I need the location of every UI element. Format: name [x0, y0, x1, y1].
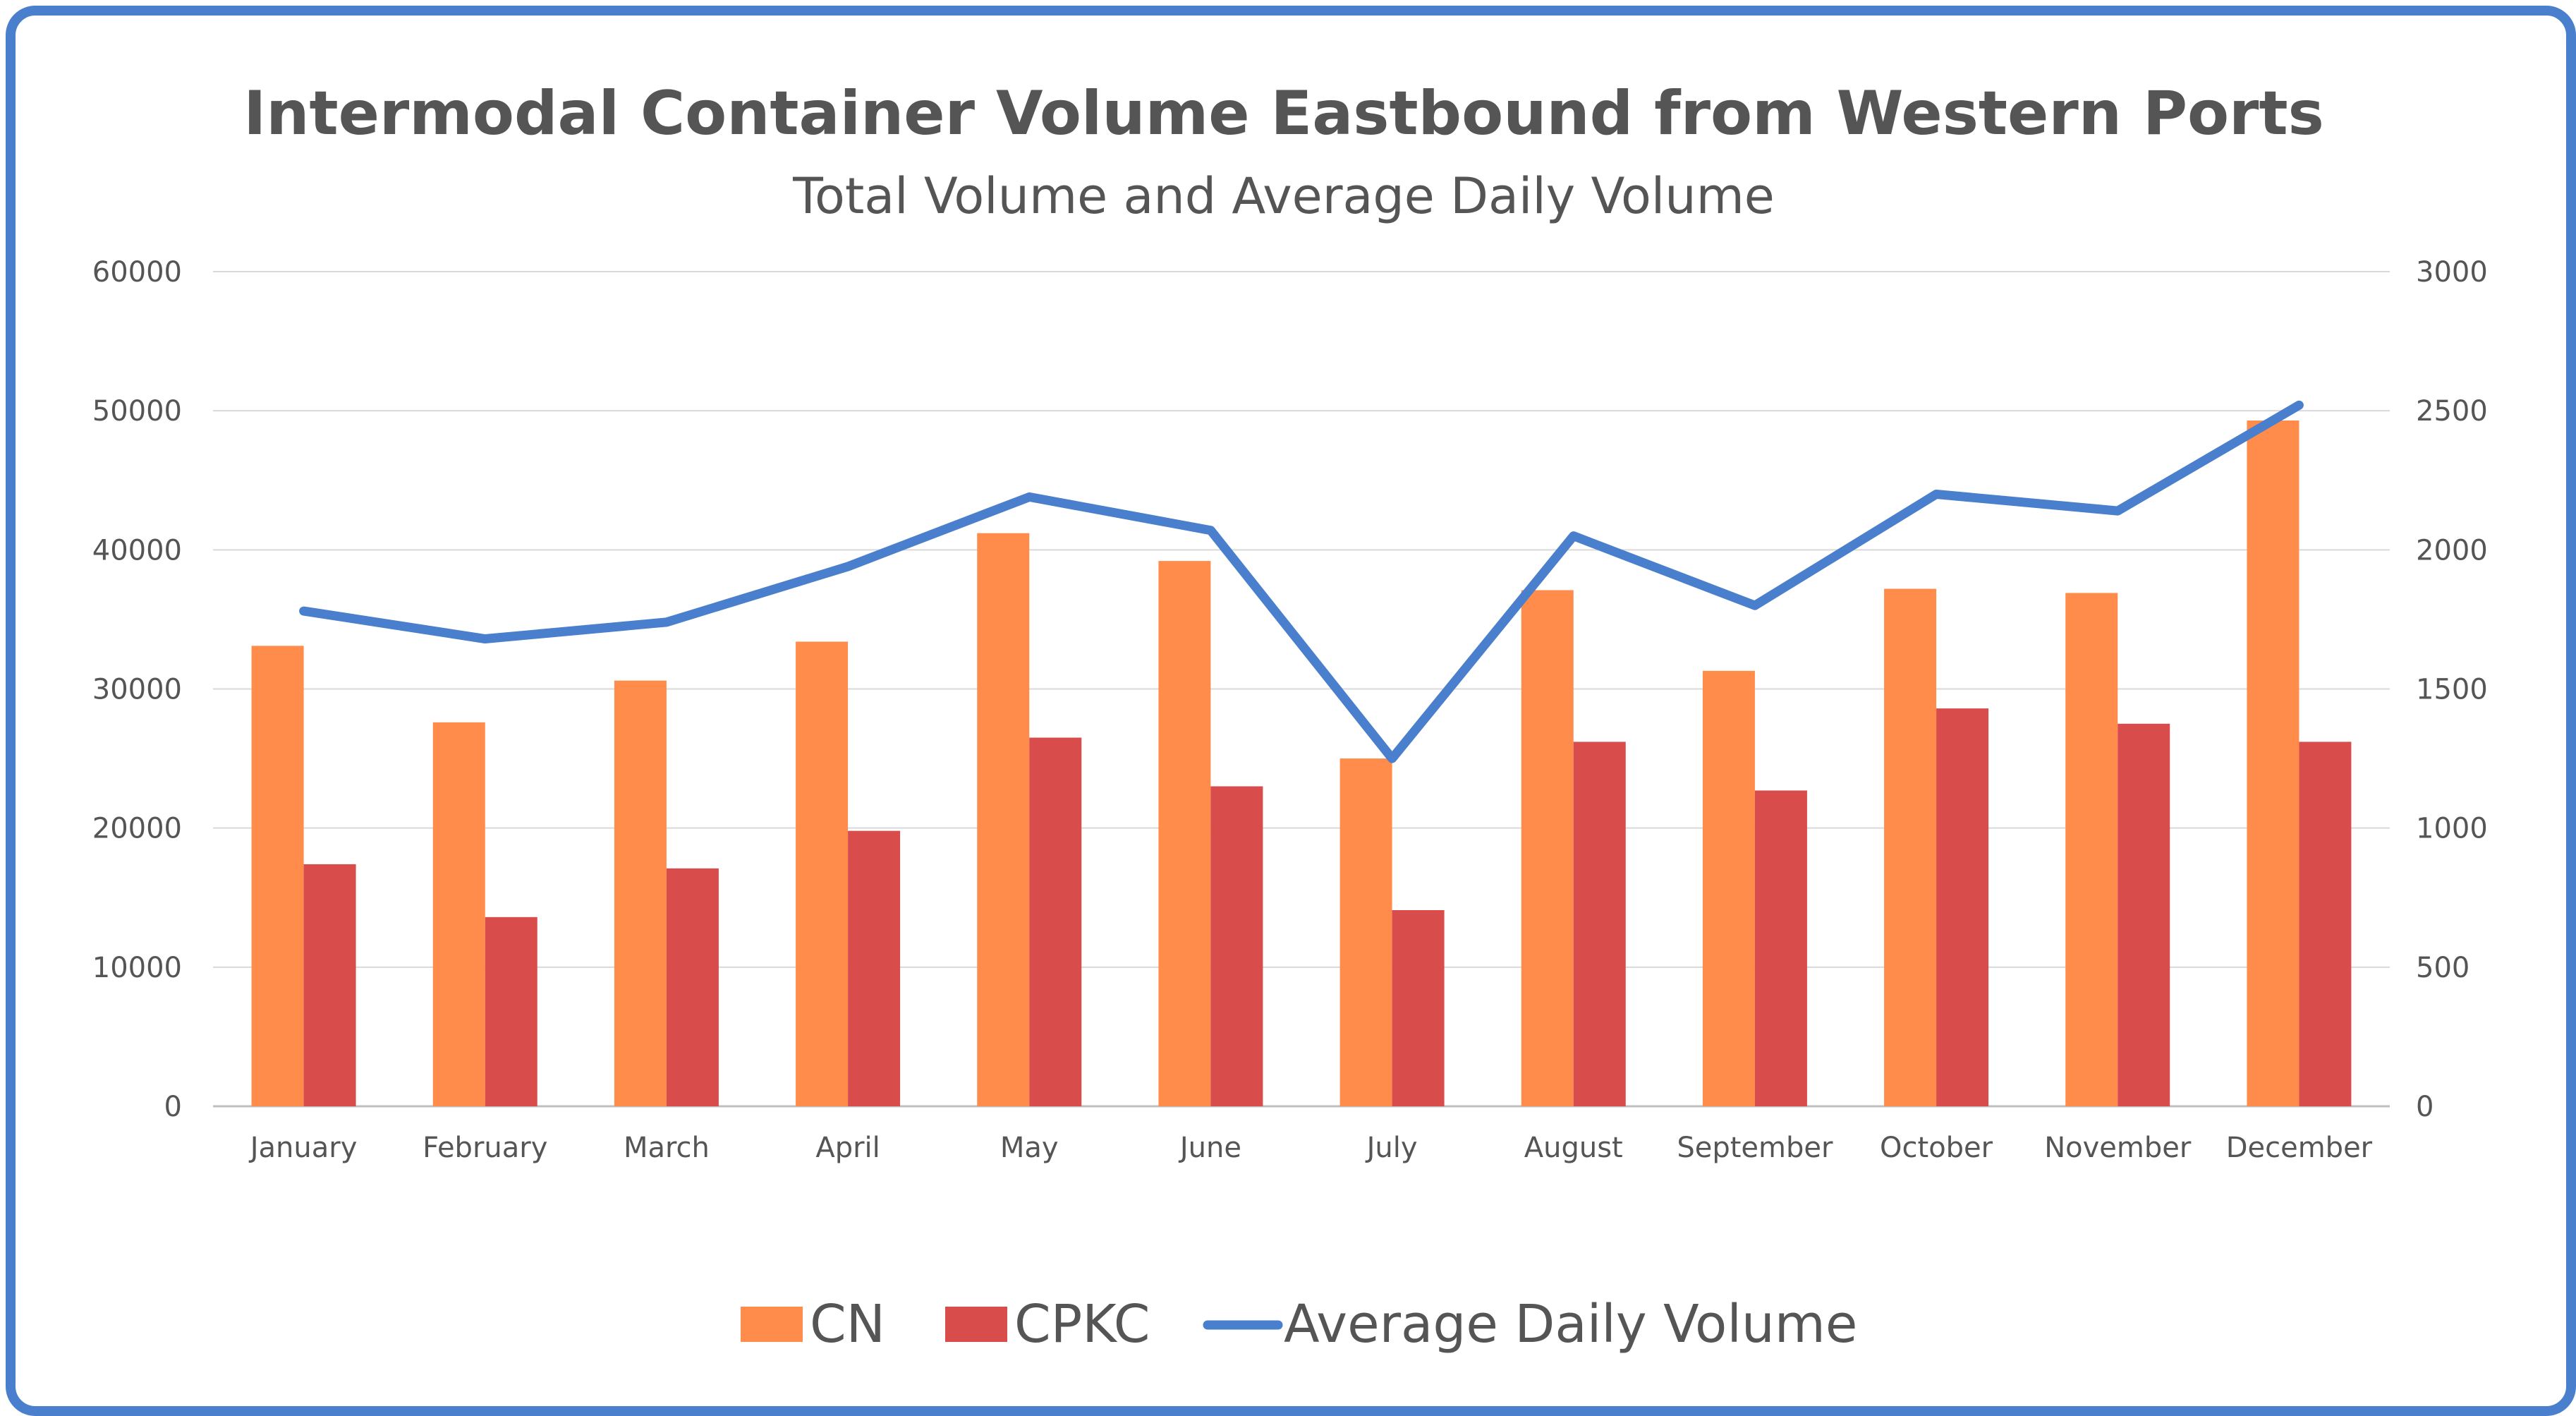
axis-ticks: 0 10000 20000 30000 40000 50000 60000 0 500 1000 1…: [92, 256, 2488, 1164]
y-right-tick-label: 0: [2416, 1091, 2434, 1123]
legend-label: Average Daily Volume: [1284, 1294, 1857, 1355]
bars-group: [251, 420, 2352, 1106]
x-tick-label: November: [2044, 1132, 2192, 1164]
y-right-tick-label: 1000: [2416, 813, 2488, 845]
bar-cpkc: [848, 830, 901, 1106]
legend-label: CPKC: [1014, 1294, 1150, 1355]
bar-cpkc: [1392, 909, 1445, 1106]
bar-cpkc: [1029, 737, 1082, 1106]
x-tick-label: July: [1365, 1132, 1418, 1164]
bar-cn: [1521, 590, 1574, 1106]
bar-cpkc: [1573, 742, 1626, 1106]
bar-cn: [977, 533, 1030, 1106]
bar-cpkc: [1754, 790, 1807, 1106]
bar-cn: [1702, 670, 1755, 1106]
y-left-tick-label: 60000: [92, 256, 182, 289]
bar-cn: [614, 680, 667, 1106]
y-left-tick-label: 30000: [92, 674, 182, 706]
x-tick-label: August: [1524, 1132, 1623, 1164]
bar-cpkc: [1936, 708, 1989, 1106]
legend: CN CPKC Average Daily Volume: [741, 1294, 1857, 1355]
y-left-tick-label: 40000: [92, 534, 182, 567]
bar-cpkc: [666, 868, 719, 1106]
bar-cpkc: [2118, 723, 2170, 1106]
x-tick-label: January: [248, 1132, 358, 1164]
x-tick-label: March: [624, 1132, 710, 1164]
bar-cn: [2247, 420, 2299, 1106]
legend-label: CN: [810, 1294, 885, 1355]
line-average-daily-volume: [299, 400, 2304, 763]
y-left-tick-label: 0: [164, 1091, 182, 1123]
legend-swatch: [741, 1307, 803, 1342]
bar-cpkc: [2299, 742, 2352, 1106]
bar-cn: [1158, 561, 1211, 1106]
legend-swatch: [945, 1307, 1007, 1342]
x-tick-label: April: [815, 1132, 880, 1164]
bar-cn: [432, 722, 485, 1106]
bar-cpkc: [303, 864, 356, 1106]
bar-cpkc: [485, 916, 537, 1106]
chart-frame: [6, 6, 2576, 1416]
bar-cn: [1339, 758, 1392, 1106]
x-tick-label: February: [423, 1132, 547, 1164]
x-tick-label: June: [1178, 1132, 1241, 1164]
bar-cn: [1884, 588, 1937, 1106]
x-tick-label: October: [1880, 1132, 1993, 1164]
bar-cpkc: [1210, 786, 1263, 1106]
y-left-tick-label: 10000: [92, 952, 182, 984]
y-right-tick-label: 1500: [2416, 674, 2488, 706]
line-series-group: [299, 400, 2304, 763]
y-left-tick-label: 50000: [92, 395, 182, 428]
bar-cn: [2065, 593, 2118, 1106]
y-left-tick-label: 20000: [92, 813, 182, 845]
bar-cn: [796, 641, 849, 1106]
gridlines: [213, 271, 2390, 1108]
y-right-tick-label: 3000: [2416, 256, 2488, 289]
x-tick-label: December: [2226, 1132, 2373, 1164]
y-right-tick-label: 500: [2416, 952, 2469, 984]
x-tick-label: May: [1000, 1132, 1059, 1164]
x-tick-label: September: [1677, 1132, 1833, 1164]
bar-cn: [251, 646, 304, 1106]
chart-subtitle: Total Volume and Average Daily Volume: [792, 167, 1775, 225]
chart-title: Intermodal Container Volume Eastbound fr…: [243, 78, 2324, 149]
y-right-tick-label: 2500: [2416, 395, 2488, 428]
y-right-tick-label: 2000: [2416, 534, 2488, 567]
